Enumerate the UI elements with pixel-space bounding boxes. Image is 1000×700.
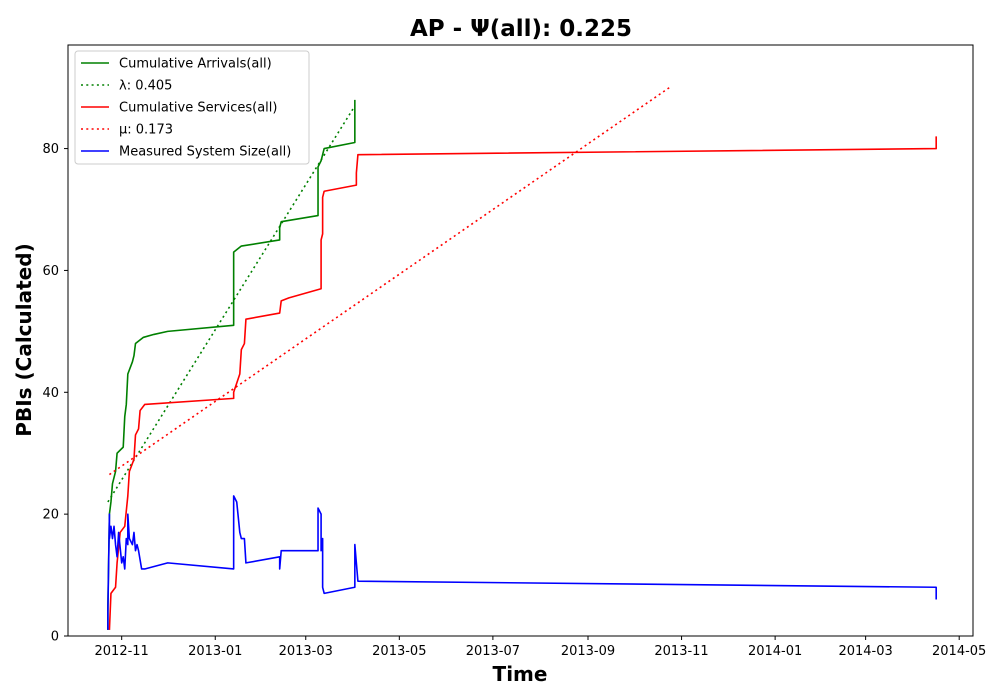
series-line-5 — [107, 495, 937, 630]
plot-area — [107, 86, 937, 630]
x-tick-label: 2012-11 — [95, 644, 149, 659]
chart-title: AP - Ψ(all): 0.225 — [410, 16, 632, 42]
legend-label: Cumulative Services(all) — [119, 101, 277, 116]
x-tick-label: 2014-01 — [748, 644, 802, 659]
x-axis-title: Time — [493, 662, 548, 686]
x-tick-label: 2013-03 — [279, 644, 333, 659]
series-line-2 — [107, 105, 356, 503]
legend-label: Measured System Size(all) — [119, 145, 291, 160]
y-tick-label: 80 — [42, 142, 59, 157]
x-tick-label: 2013-09 — [561, 644, 615, 659]
y-tick-label: 20 — [42, 508, 59, 523]
legend-box — [74, 50, 310, 165]
y-axis: 0 20 40 60 80 — [42, 142, 68, 645]
x-tick-label: 2014-03 — [838, 644, 892, 659]
legend-label: λ: 0.405 — [119, 79, 172, 94]
y-tick-label: 60 — [42, 264, 59, 279]
x-tick-label: 2013-05 — [372, 644, 426, 659]
y-tick-label: 0 — [51, 630, 59, 645]
x-tick-label: 2013-01 — [188, 644, 242, 659]
series-line-1 — [107, 99, 356, 630]
series-line-3 — [108, 136, 937, 630]
x-tick-label: 2013-11 — [654, 644, 708, 659]
x-axis: 2012-11 2013-01 2013-03 2013-05 2013-07 2013-… — [95, 636, 986, 659]
x-tick-label: 2013-07 — [466, 644, 520, 659]
legend-label: μ: 0.173 — [119, 123, 173, 138]
y-tick-label: 40 — [42, 386, 59, 401]
y-axis-title: PBIs (Calculated) — [12, 243, 36, 436]
legend-label: Cumulative Arrivals(all) — [119, 57, 272, 72]
series-line-4 — [108, 86, 670, 476]
plot-frame — [67, 44, 974, 637]
legend: Cumulative Arrivals(all) λ: 0.405 Cumulati… — [74, 50, 310, 165]
x-tick-label: 2014-05 — [932, 644, 986, 659]
